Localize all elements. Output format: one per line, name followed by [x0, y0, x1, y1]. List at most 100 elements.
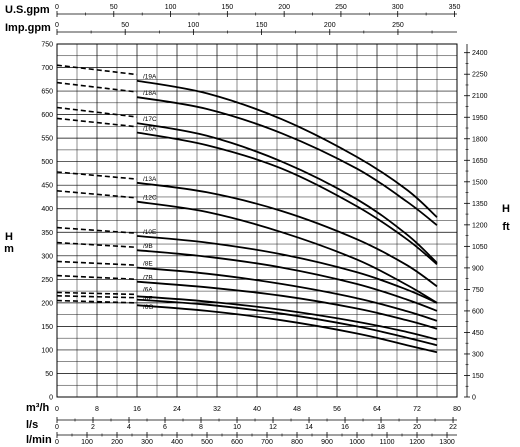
curve-label: /12C [143, 195, 157, 202]
curve-label: /7B [143, 275, 153, 282]
tick-label: 600 [472, 308, 484, 315]
tick-label: 48 [293, 406, 301, 413]
curve-6g [136, 304, 438, 354]
tick-label: 100 [81, 439, 93, 446]
curve-dashed-19a [56, 64, 138, 76]
curve-18a [136, 96, 438, 226]
curve-dashed-6g [56, 299, 138, 304]
tick-label: 56 [333, 406, 341, 413]
tick-label: 0 [472, 395, 476, 402]
tick-label: 400 [41, 206, 53, 213]
curve-dashed-13a [56, 171, 138, 180]
curve-label: /8E [143, 261, 153, 268]
curve-dashed-16a [56, 117, 138, 128]
tick-label: 0 [55, 4, 59, 11]
tick-label: 64 [373, 406, 381, 413]
curve-7b [136, 280, 438, 330]
curve-label: /6F [143, 296, 152, 303]
axis-unit-lmin: l/min [26, 434, 52, 446]
tick-label: 14 [305, 424, 313, 431]
tick-label: 300 [472, 351, 484, 358]
tick-label: 200 [324, 22, 336, 29]
tick-label: 2250 [472, 72, 488, 79]
tick-label: 8 [199, 424, 203, 431]
tick-label: 1300 [439, 439, 455, 446]
axis-unit-usgpm: U.S.gpm [5, 4, 50, 16]
tick-label: 300 [41, 253, 53, 260]
tick-label: 300 [392, 4, 404, 11]
tick-label: 250 [41, 277, 53, 284]
curve-9b [136, 249, 438, 312]
axis-unit-ft: ft [502, 221, 510, 233]
tick-label: 350 [41, 230, 53, 237]
left-axis: 0 50 100 150 200 250 300 350 400 450 500 550 600 650 7… [4, 42, 53, 402]
tick-label: 32 [213, 406, 221, 413]
curve-label: /16A [143, 125, 157, 132]
tick-label: 1800 [472, 136, 488, 143]
tick-label: 40 [253, 406, 261, 413]
tick-label: 0 [55, 406, 59, 413]
tick-label: 16 [133, 406, 141, 413]
tick-label: 22 [449, 424, 457, 431]
tick-label: 500 [41, 159, 53, 166]
tick-label: 50 [45, 371, 53, 378]
tick-label: 1200 [409, 439, 425, 446]
tick-label: 150 [472, 373, 484, 380]
tick-label: 6 [163, 424, 167, 431]
tick-label: 700 [261, 439, 273, 446]
curve-label: /6G [143, 304, 153, 311]
tick-label: 2400 [472, 50, 488, 57]
tick-label: 500 [201, 439, 213, 446]
axis-unit-m: m [4, 243, 14, 255]
tick-label: 1050 [472, 244, 488, 251]
axis-unit-ls: l/s [26, 419, 38, 431]
curve-16a [136, 131, 438, 265]
tick-label: 750 [472, 287, 484, 294]
tick-label: 700 [41, 65, 53, 72]
axis-unit-h-right: H [502, 203, 510, 215]
curve-dashed-8e [56, 260, 138, 266]
tick-label: 300 [141, 439, 153, 446]
curve-dashed-10e [56, 226, 138, 234]
tick-label: 600 [41, 112, 53, 119]
curve-dashed-6a [56, 291, 138, 296]
tick-label: 1100 [379, 439, 394, 446]
tick-label: 650 [41, 89, 53, 96]
tick-label: 10 [233, 424, 241, 431]
tick-label: 0 [55, 22, 59, 29]
tick-label: 100 [165, 4, 177, 11]
tick-label: 8 [95, 406, 99, 413]
tick-label: 450 [41, 183, 53, 190]
tick-label: 600 [231, 439, 243, 446]
grid [57, 44, 457, 397]
curve-dashed-9b [56, 241, 138, 249]
tick-label: 400 [171, 439, 183, 446]
curve-label: /13A [143, 176, 157, 183]
tick-label: 24 [173, 406, 181, 413]
tick-label: 0 [55, 439, 59, 446]
tick-label: 250 [392, 22, 404, 29]
curve-label: /9B [143, 243, 153, 250]
tick-label: 750 [41, 42, 53, 49]
tick-label: 150 [222, 4, 234, 11]
tick-label: 0 [49, 395, 53, 402]
tick-label: 1500 [472, 179, 488, 186]
curve-dashed-17c [56, 106, 138, 118]
pump-curves: /19A/18A/17C/16A/13A/12C/10E/9B/8E/7B/6A… [56, 64, 438, 354]
curve-17c [136, 122, 438, 264]
tick-label: 2 [91, 424, 95, 431]
curve-label: /19A [143, 74, 157, 81]
tick-label: 0 [55, 424, 59, 431]
tick-label: 12 [269, 424, 277, 431]
curve-label: /10E [143, 229, 157, 236]
tick-label: 1350 [472, 201, 488, 208]
tick-label: 1950 [472, 115, 488, 122]
tick-label: 350 [449, 4, 461, 11]
tick-label: 200 [41, 300, 53, 307]
curve-dashed-12c [56, 190, 138, 199]
tick-label: 200 [111, 439, 123, 446]
tick-label: 1000 [349, 439, 365, 446]
tick-label: 200 [278, 4, 290, 11]
curve-label: /6A [143, 286, 153, 293]
